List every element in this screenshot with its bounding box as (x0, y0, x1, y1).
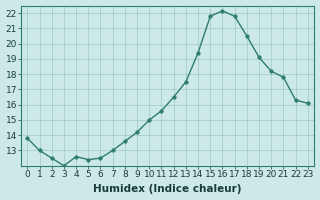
X-axis label: Humidex (Indice chaleur): Humidex (Indice chaleur) (93, 184, 242, 194)
